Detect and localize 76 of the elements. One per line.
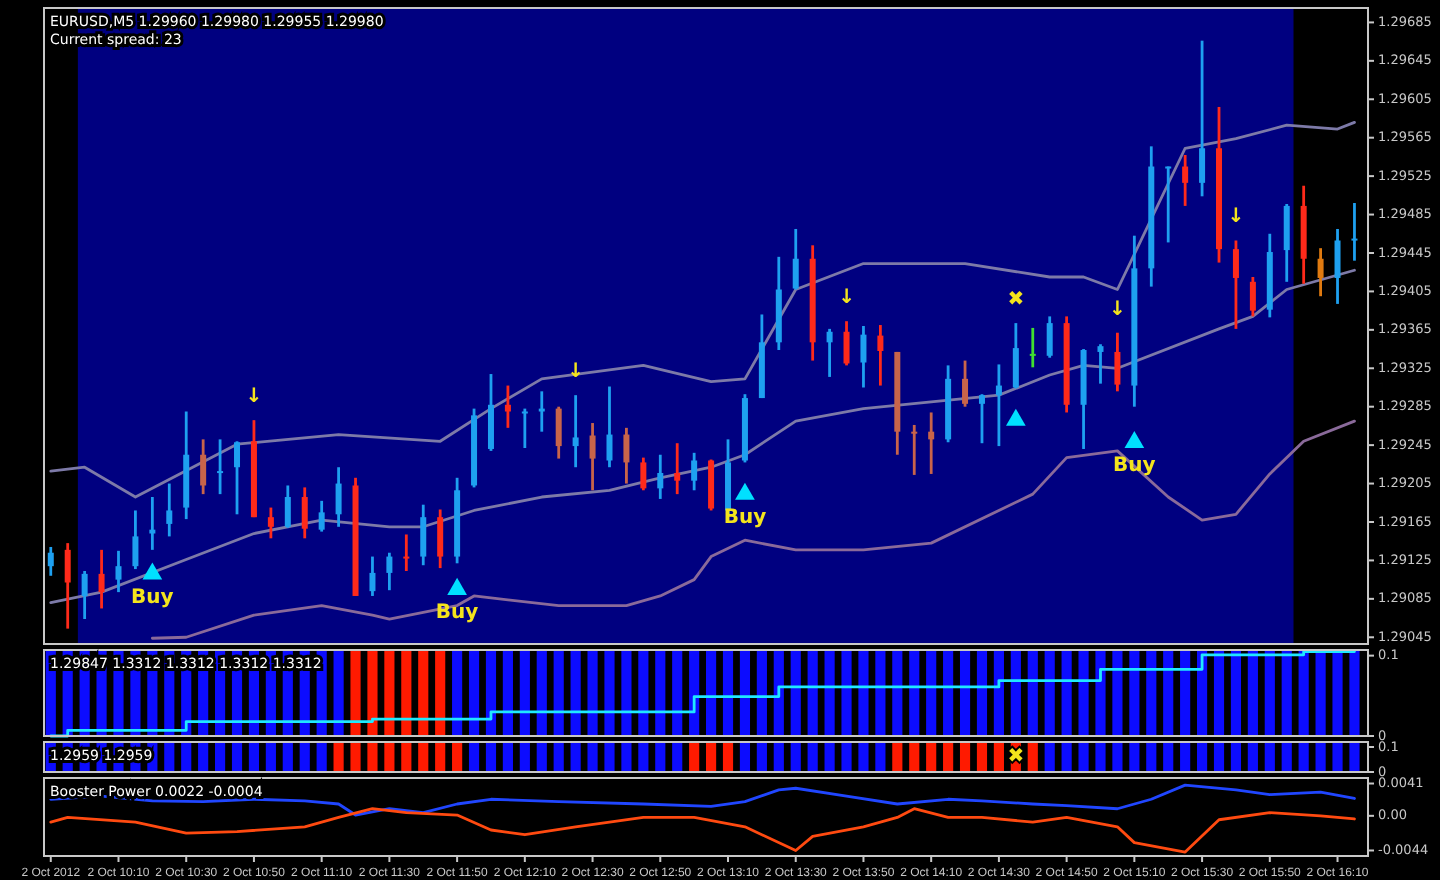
candlestick: [420, 503, 427, 567]
candlestick: [200, 437, 207, 496]
candlestick: [1046, 314, 1053, 360]
candlestick: [267, 506, 274, 540]
candlestick: [657, 453, 664, 501]
candlestick: [792, 227, 799, 291]
candlestick: [217, 437, 224, 496]
candlestick: [640, 456, 647, 492]
annotation: Buy: [131, 586, 175, 609]
candlestick: [1012, 321, 1019, 390]
candlestick: [1232, 239, 1239, 331]
candlestick: [843, 319, 850, 367]
candlestick: [1097, 342, 1104, 386]
candlestick: [538, 389, 545, 434]
candlestick: [962, 359, 969, 409]
candlestick: [98, 548, 105, 610]
candlestick: [1249, 275, 1256, 318]
candlestick: [674, 441, 681, 496]
candlestick: [1334, 227, 1341, 306]
annotation: ↓: [245, 386, 263, 409]
candlestick: [860, 324, 867, 389]
candlestick: [301, 486, 308, 540]
candlestick: [504, 384, 511, 430]
annotation: ↓: [838, 287, 855, 310]
candlestick: [691, 451, 698, 492]
annotation: ↓: [1109, 298, 1126, 321]
candlestick: [606, 385, 613, 469]
line-series: [49, 807, 1356, 854]
candlestick: [623, 426, 630, 485]
point: [447, 577, 467, 595]
candlestick: [555, 405, 562, 460]
candlestick: [1199, 39, 1206, 198]
candlestick: [437, 508, 444, 570]
candlestick: [403, 533, 410, 573]
point: [1005, 408, 1026, 426]
candlestick: [826, 327, 833, 379]
line-series: [49, 783, 1356, 817]
candlestick: [877, 323, 884, 387]
candlestick: [1029, 326, 1036, 369]
candlestick: [132, 509, 139, 571]
annotation: ✖: [1007, 289, 1025, 312]
candlestick: [487, 372, 494, 453]
candlestick: [64, 541, 71, 631]
candlestick: [81, 569, 88, 621]
annotation: Buy: [723, 506, 768, 529]
candlestick: [284, 484, 291, 530]
candlestick: [234, 439, 241, 516]
candlestick: [1351, 201, 1358, 263]
candlestick: [335, 465, 342, 529]
candlestick: [978, 392, 985, 445]
candlestick: [589, 421, 596, 492]
annotation: Buy: [435, 602, 480, 625]
candlestick: [166, 482, 173, 538]
candlestick: [911, 423, 918, 477]
candlestick: [47, 545, 54, 578]
candlestick: [995, 363, 1002, 448]
candlestick: [1114, 331, 1121, 393]
point: [142, 562, 163, 580]
candlestick: [318, 499, 325, 533]
point: [1124, 430, 1145, 448]
candlestick: [1165, 165, 1172, 244]
annotation: ↓: [1227, 206, 1245, 229]
line-series: [49, 120, 1356, 499]
candlestick: [1283, 202, 1290, 284]
candlestick: [1317, 246, 1324, 298]
candlestick: [115, 549, 122, 594]
candlestick: [1182, 153, 1189, 208]
candlestick: [928, 411, 935, 476]
candlestick: [572, 393, 579, 469]
point: [735, 482, 755, 500]
annotation: ↓: [567, 361, 585, 384]
candlestick: [386, 551, 393, 592]
candlestick: [521, 407, 528, 450]
line-series: [49, 268, 1356, 605]
candlestick: [149, 495, 156, 552]
candlestick: [369, 555, 376, 598]
